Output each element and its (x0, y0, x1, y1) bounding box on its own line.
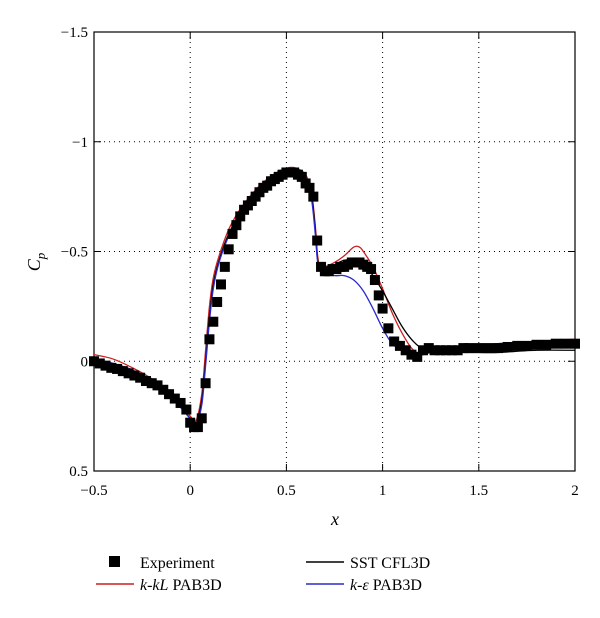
experiment-point (560, 338, 571, 349)
experiment-point (169, 393, 180, 404)
y-axis-title: Cp (24, 252, 48, 271)
x-tick-labels: −0.5 0 0.5 1 1.5 2 (80, 483, 578, 499)
experiment-point (219, 261, 230, 272)
experiment-point (423, 343, 434, 354)
series-line-k-kl-pab3d (93, 166, 576, 423)
x-tick-label: 2 (571, 483, 579, 499)
experiment-point (308, 191, 319, 202)
experiment-point (473, 343, 484, 354)
legend-label-kkl-rest: PAB3D (168, 577, 221, 594)
experiment-point (550, 338, 561, 349)
experiment-point (215, 279, 226, 290)
legend: Experiment k-kL PAB3D SST CFL3D k-ε PAB3… (96, 555, 430, 594)
experiment-point (502, 341, 513, 352)
y-tick-label: −1 (72, 135, 88, 151)
experiment-point (196, 413, 207, 424)
experiment-point (208, 316, 219, 327)
y-tick-label: 0.5 (69, 464, 88, 480)
experiment-point (135, 372, 146, 383)
x-tick-label: 1.5 (469, 483, 488, 499)
x-tick-label: −0.5 (80, 483, 107, 499)
legend-label-ke: k-ε PAB3D (350, 577, 422, 594)
y-tick-label: 0 (81, 354, 89, 370)
experiment-point (369, 275, 380, 286)
experiment-point (373, 290, 384, 301)
experiment-point (412, 351, 423, 362)
experiment-point (164, 389, 175, 400)
experiment-point (512, 340, 523, 351)
experiment-point (493, 343, 504, 354)
experiment-point (227, 228, 238, 239)
legend-marker-experiment (109, 556, 120, 567)
experiment-point (441, 345, 452, 356)
y-tick-label: −0.5 (61, 245, 88, 261)
legend-label-experiment: Experiment (140, 555, 215, 572)
experiment-point (112, 363, 123, 374)
experiment-point (312, 235, 323, 246)
y-axis-title-sub: p (33, 252, 48, 260)
y-tick-labels: −1.5 −1 −0.5 0 0.5 (61, 25, 88, 480)
experiment-point (223, 244, 234, 255)
experiment-point (377, 303, 388, 314)
experiment-point (418, 345, 429, 356)
experiment-point (429, 345, 440, 356)
grid-lines (94, 32, 575, 471)
experiment-point (204, 334, 215, 345)
experiment-point (100, 360, 111, 371)
legend-label-ke-ital: k-ε (350, 577, 369, 594)
legend-label-kkl-ital: k-kL (140, 577, 169, 594)
x-tick-label: 0 (186, 483, 194, 499)
experiment-markers (89, 167, 580, 433)
experiment-point (175, 397, 186, 408)
x-axis-title: x (330, 509, 339, 529)
experiment-point (394, 340, 405, 351)
experiment-point (181, 404, 192, 415)
experiment-point (192, 422, 203, 433)
experiment-point (366, 264, 377, 275)
experiment-point (521, 340, 532, 351)
experiment-point (296, 171, 307, 182)
legend-label-sst: SST CFL3D (350, 555, 430, 572)
experiment-point (483, 343, 494, 354)
experiment-point (446, 345, 457, 356)
experiment-point (389, 336, 400, 347)
experiment-point (117, 366, 128, 377)
experiment-point (158, 384, 169, 395)
experiment-point (541, 339, 552, 350)
legend-label-ke-rest: PAB3D (369, 577, 422, 594)
experiment-point (383, 323, 394, 334)
experiment-point (400, 345, 411, 356)
experiment-point (464, 343, 475, 354)
experiment-point (129, 370, 140, 381)
experiment-point (570, 338, 580, 349)
x-tick-label: 0.5 (277, 483, 296, 499)
experiment-point (140, 376, 151, 387)
experiment-point (531, 339, 542, 350)
experiment-point (235, 211, 246, 222)
experiment-point (146, 378, 157, 389)
experiment-point (94, 358, 105, 369)
experiment-point (152, 380, 163, 391)
svg-text:Cp: Cp (24, 252, 48, 271)
experiment-point (89, 356, 99, 367)
experiment-point (212, 296, 223, 307)
experiment-point (231, 220, 242, 231)
experiment-point (106, 362, 117, 373)
y-axis-title-main: C (24, 258, 44, 271)
experiment-point (406, 349, 417, 360)
experiment-point (304, 182, 315, 193)
experiment-point (452, 345, 463, 356)
x-tick-label: 1 (379, 483, 387, 499)
experiment-point (123, 368, 134, 379)
experiment-point (458, 343, 469, 354)
legend-label-kkl: k-kL PAB3D (140, 577, 222, 594)
experiment-point (435, 345, 446, 356)
y-tick-label: −1.5 (61, 25, 88, 41)
experiment-point (200, 378, 211, 389)
